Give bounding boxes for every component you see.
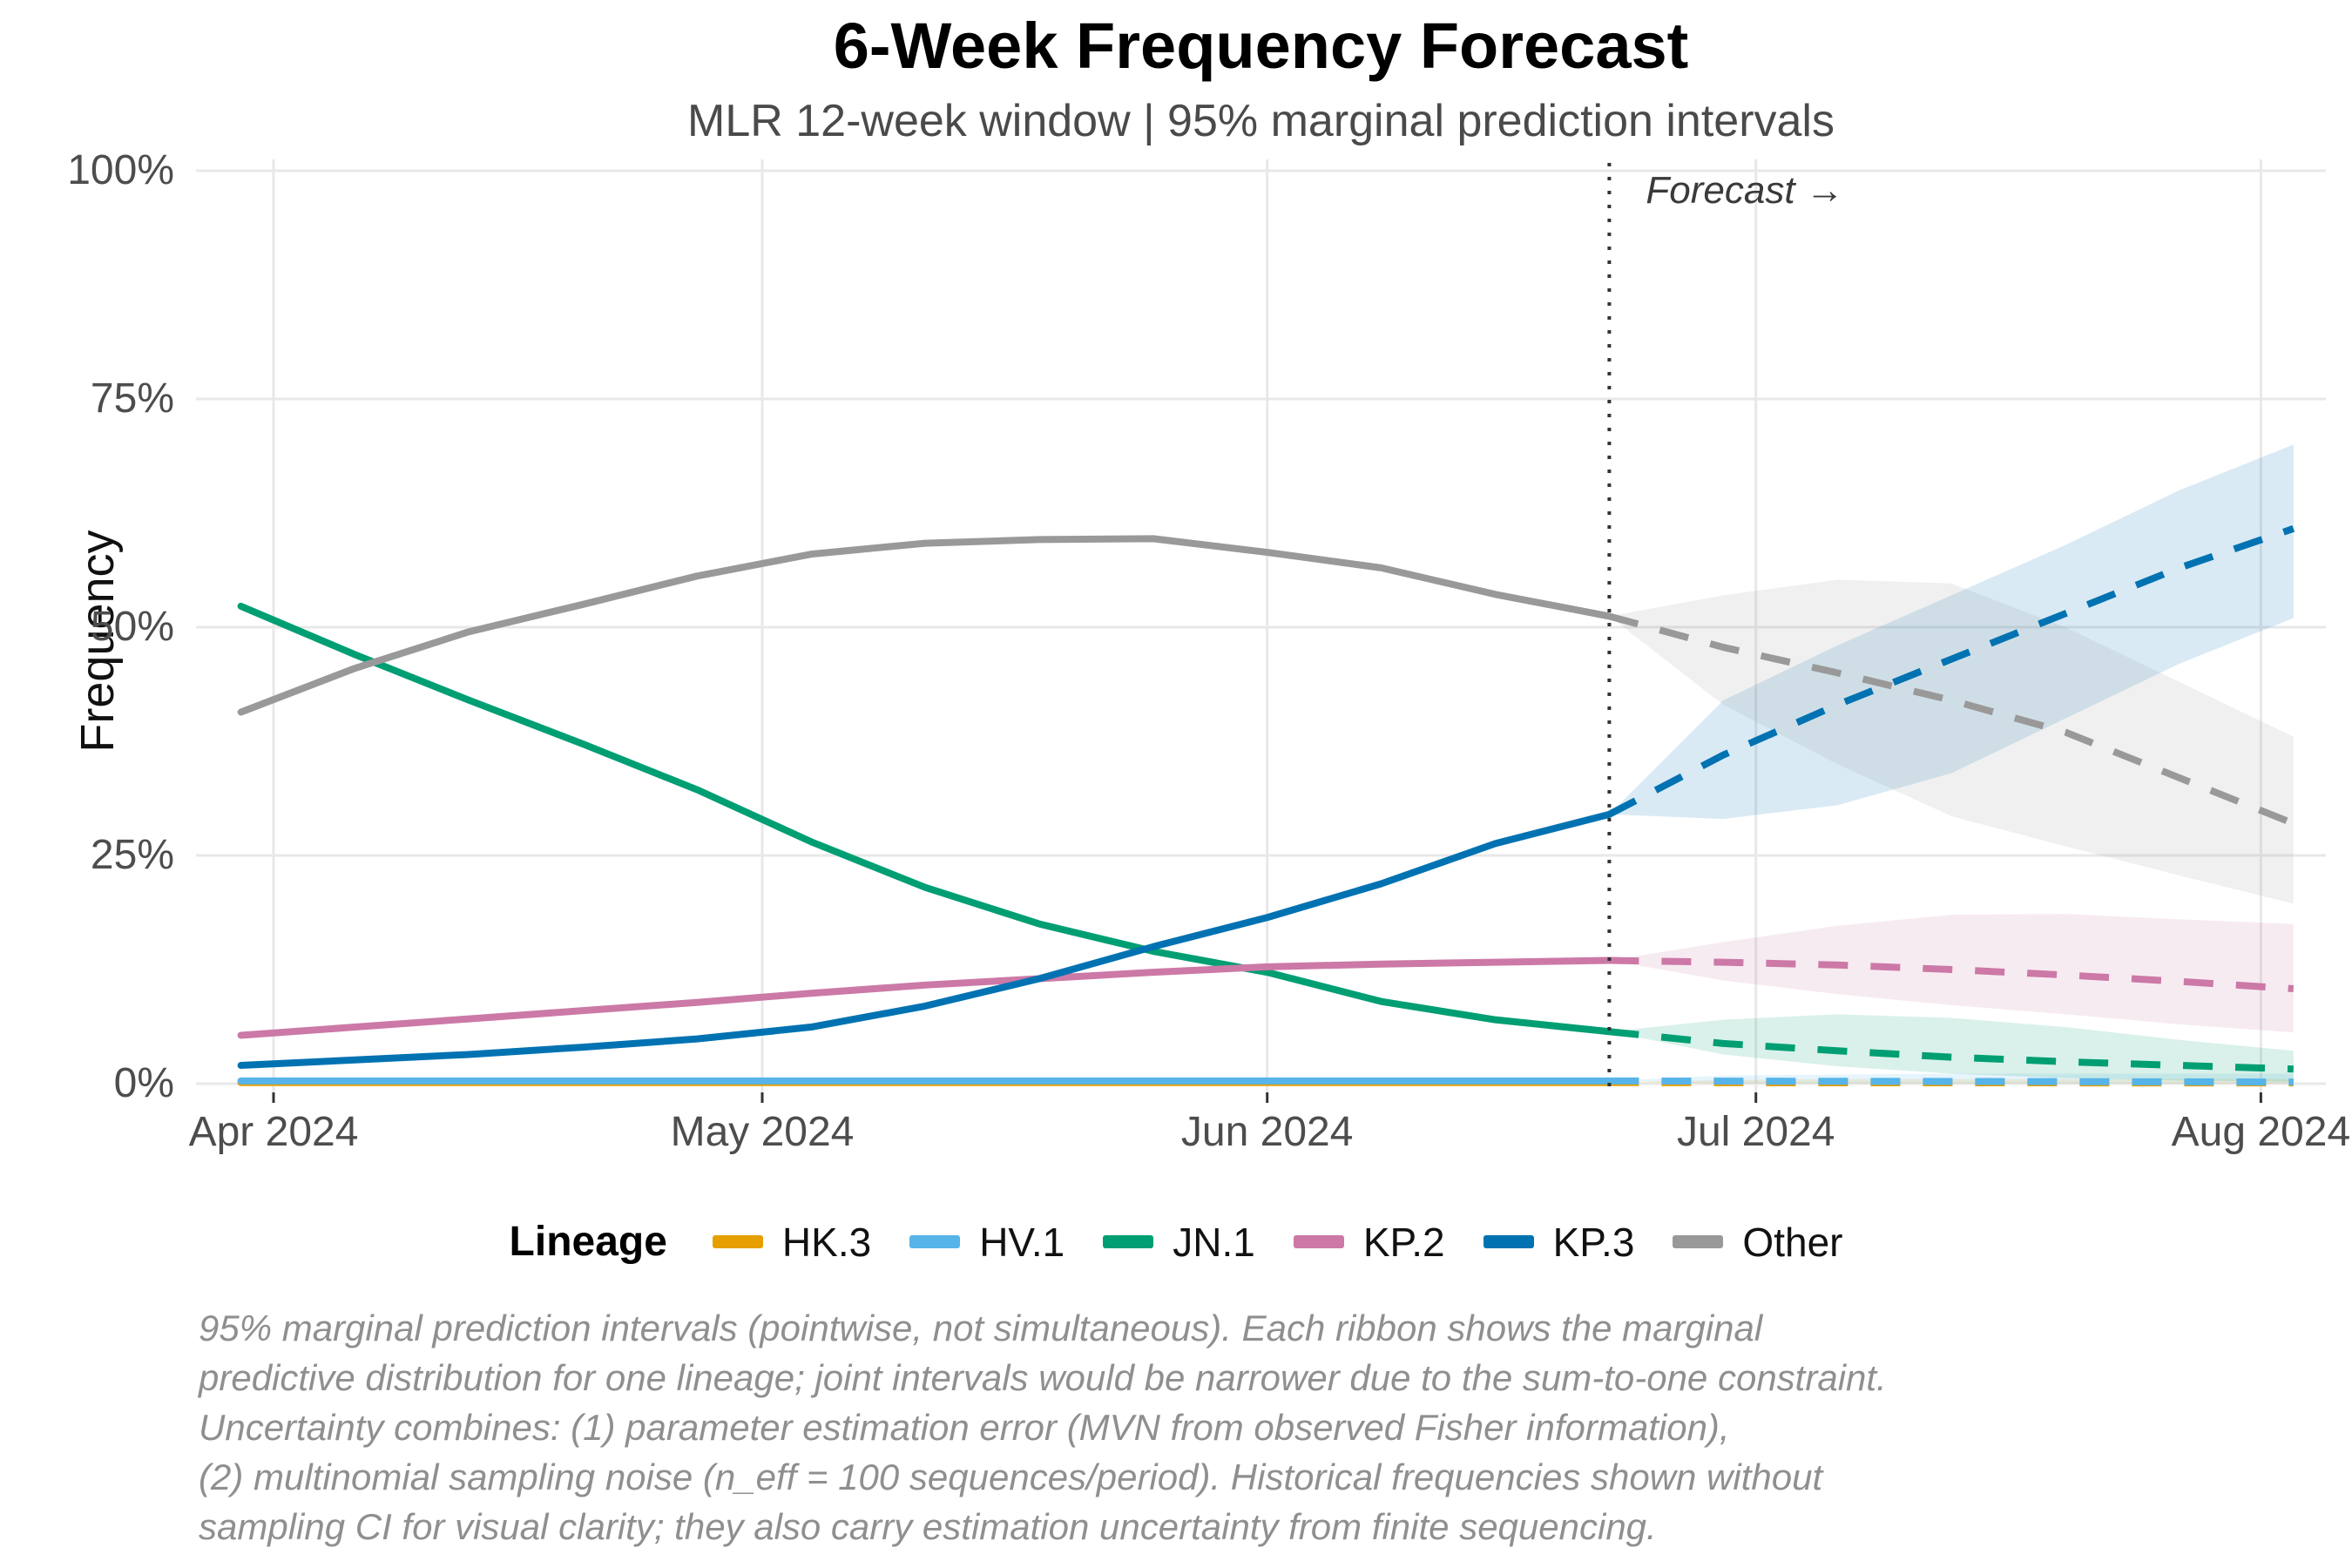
legend-item-HV.1: HV.1 xyxy=(909,1219,1064,1266)
y-tick-label: 75% xyxy=(90,375,174,422)
legend-title: Lineage xyxy=(509,1219,667,1265)
legend-swatch-icon xyxy=(712,1235,763,1248)
title-block: 6-Week Frequency Forecast MLR 12-week wi… xyxy=(196,9,2326,147)
chart-title: 6-Week Frequency Forecast xyxy=(833,10,1689,82)
lineage-legend: Lineage HK.3 HV.1 JN.1 KP.2 KP.3 Other xyxy=(0,1218,2352,1266)
forecast-line-HV.1 xyxy=(1609,1077,2294,1086)
legend-label: Other xyxy=(1742,1219,1843,1265)
x-tick-label: Apr 2024 xyxy=(188,1109,359,1155)
y-tick-label: 25% xyxy=(90,832,174,878)
x-tick-label: May 2024 xyxy=(670,1109,855,1155)
hist-line-KP.3 xyxy=(237,810,1613,1070)
ribbon-JN.1 xyxy=(1609,1014,2294,1082)
legend-swatch-icon xyxy=(1673,1235,1724,1248)
legend-swatch-icon xyxy=(909,1235,961,1248)
y-tick-label: 50% xyxy=(90,604,174,650)
caption-line: 95% marginal prediction intervals (point… xyxy=(199,1308,1763,1348)
legend-label: JN.1 xyxy=(1173,1219,1255,1265)
legend-item-KP.2: KP.2 xyxy=(1293,1219,1445,1266)
forecast-line-KP.2 xyxy=(1609,956,2295,992)
legend-swatch-icon xyxy=(1293,1235,1344,1248)
forecast-line-Other xyxy=(1608,612,2295,828)
legend-label: KP.2 xyxy=(1362,1219,1445,1265)
legend-swatch-icon xyxy=(1103,1235,1154,1248)
figure-caption: 95% marginal prediction intervals (point… xyxy=(199,1303,1887,1551)
x-tick-label: Jul 2024 xyxy=(1676,1109,1835,1155)
caption-line: Uncertainty combines: (1) parameter esti… xyxy=(199,1407,1730,1448)
legend-swatch-icon xyxy=(1483,1235,1534,1248)
legend-item-KP.3: KP.3 xyxy=(1483,1219,1635,1266)
hist-line-KP.2 xyxy=(237,956,1613,1039)
legend-label: HV.1 xyxy=(979,1219,1065,1265)
forecast-line-KP.3 xyxy=(1607,525,2295,818)
forecast-line-JN.1 xyxy=(1608,1028,2294,1073)
x-tick-label: Jun 2024 xyxy=(1180,1109,1354,1155)
legend-label: HK.3 xyxy=(781,1219,872,1265)
caption-line: (2) multinomial sampling noise (n_eff = … xyxy=(199,1456,1823,1497)
legend-item-Other: Other xyxy=(1673,1219,1842,1266)
legend-item-JN.1: JN.1 xyxy=(1103,1219,1255,1266)
hist-line-Other xyxy=(237,535,1613,716)
hist-line-JN.1 xyxy=(237,602,1613,1036)
forecast-annotation: Forecast → xyxy=(1646,169,1844,212)
y-tick-label: 100% xyxy=(67,147,174,193)
caption-line: predictive distribution for one lineage;… xyxy=(199,1357,1887,1398)
ribbon-KP.3 xyxy=(1609,444,2294,820)
caption-line: sampling CI for visual clarity; they als… xyxy=(199,1506,1657,1547)
legend-label: KP.3 xyxy=(1552,1219,1635,1265)
chart-subtitle: MLR 12-week window | 95% marginal predic… xyxy=(687,96,1835,146)
y-tick-label: 0% xyxy=(113,1060,174,1106)
ribbon-KP.2 xyxy=(1609,914,2294,1033)
x-tick-label: Aug 2024 xyxy=(2171,1109,2351,1155)
legend-item-HK.3: HK.3 xyxy=(712,1219,872,1266)
